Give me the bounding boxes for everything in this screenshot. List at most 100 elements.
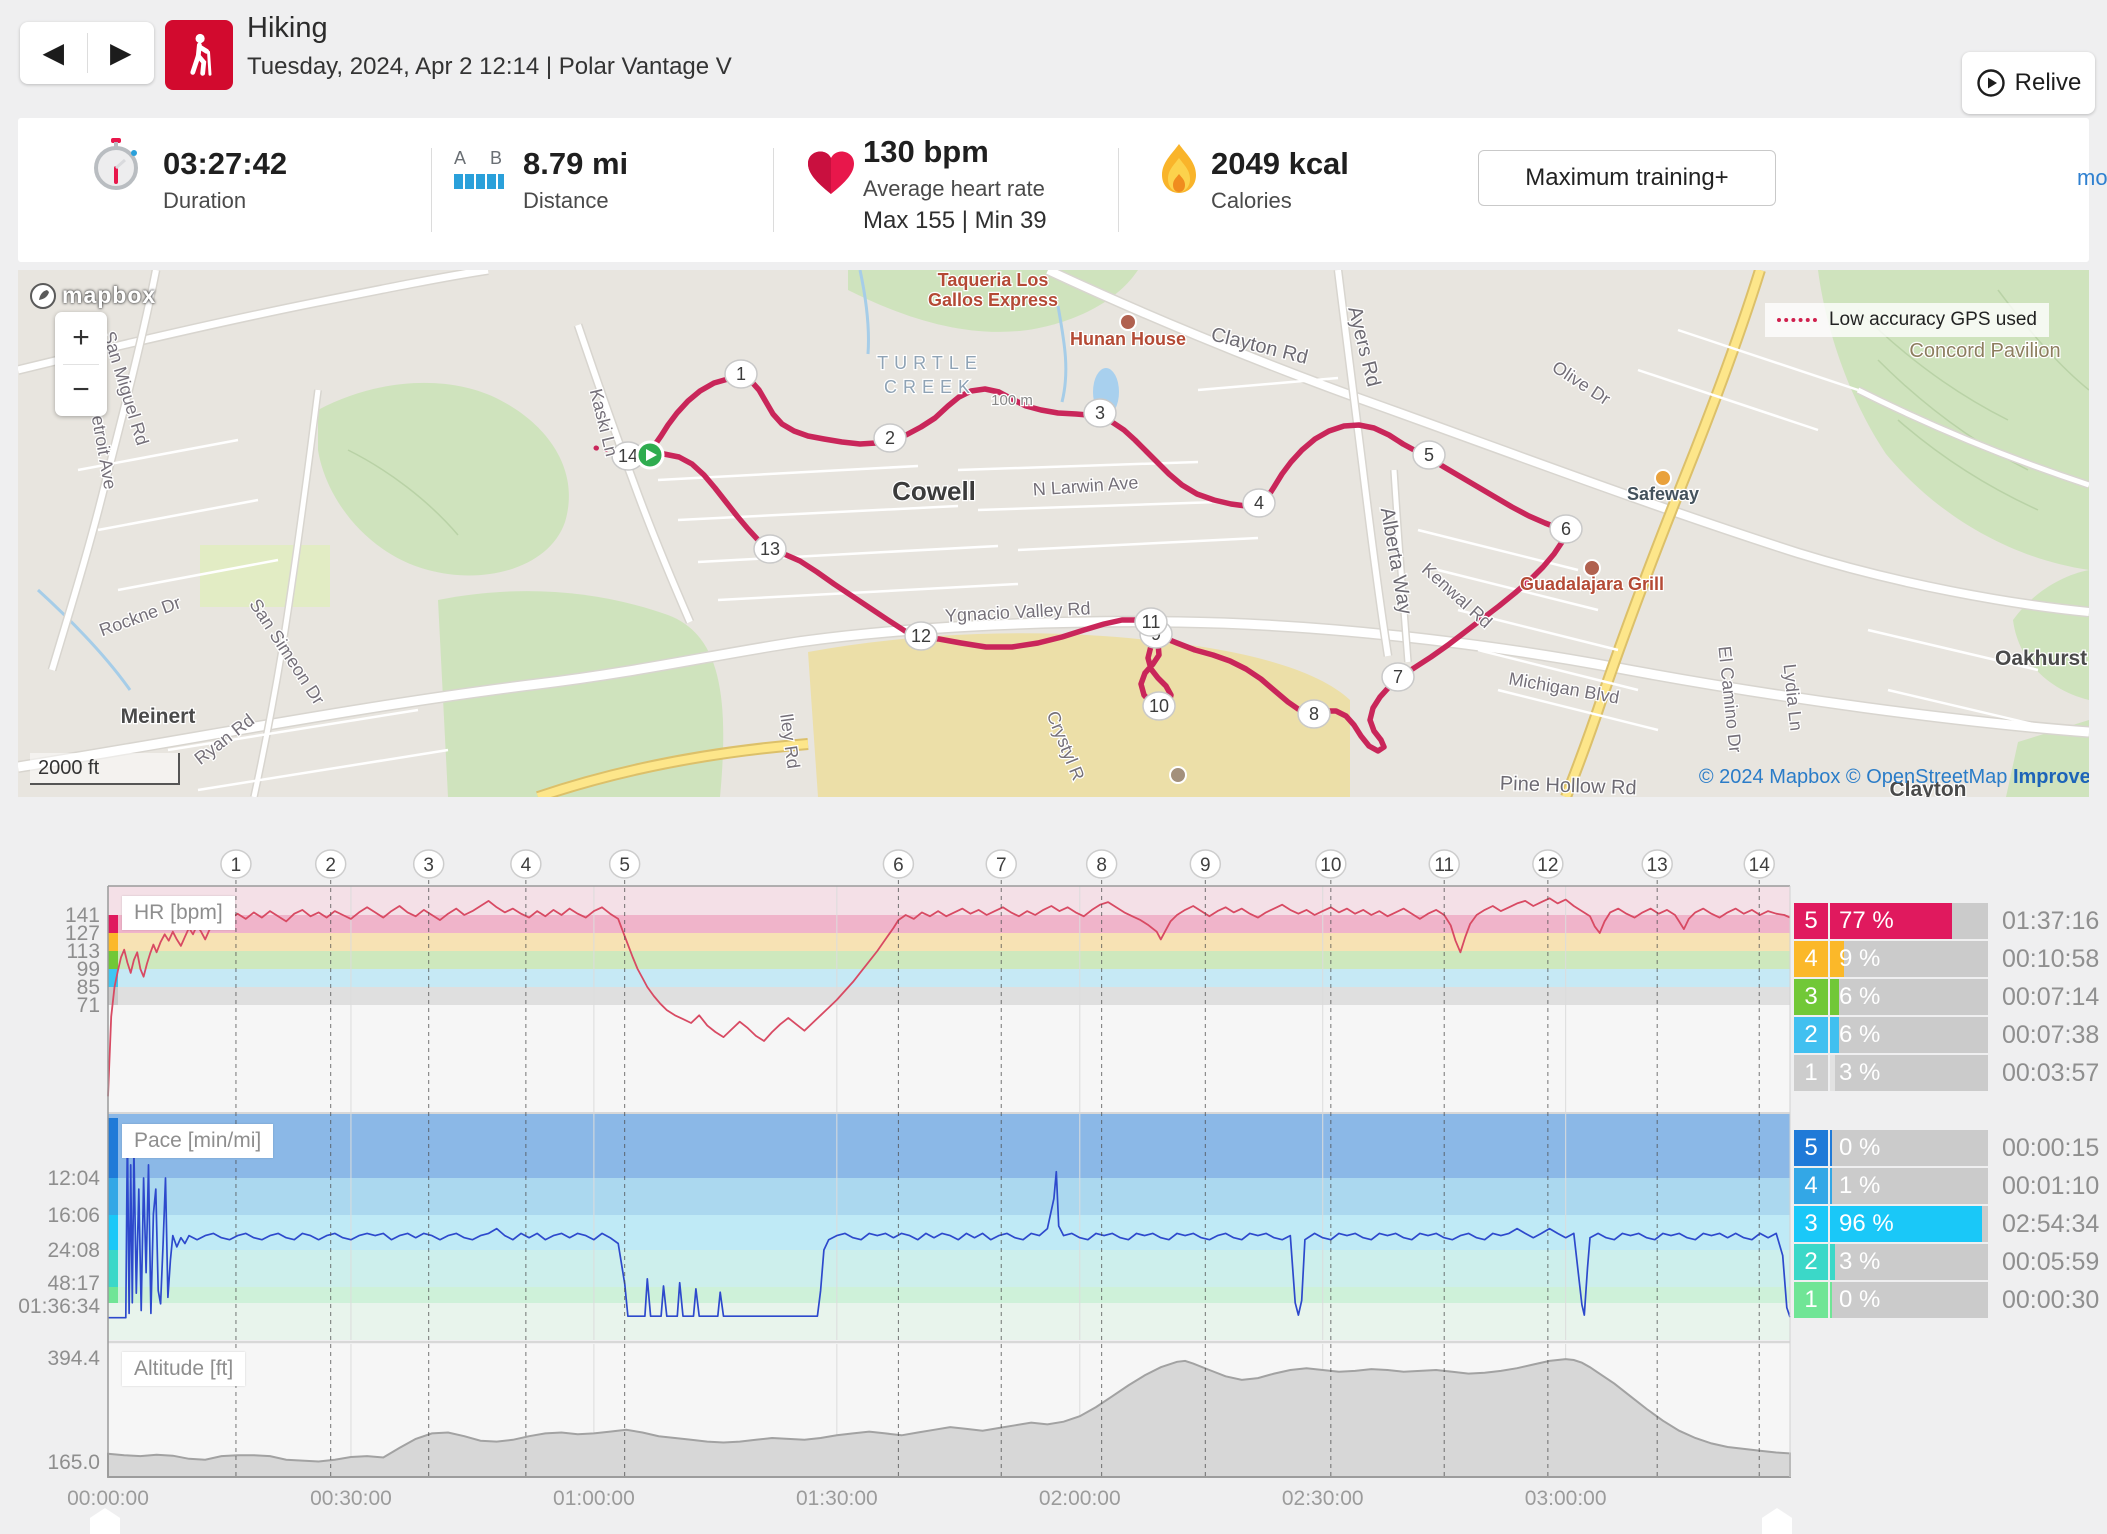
mapbox-logo[interactable]: mapbox <box>30 282 156 309</box>
zoom-out-button[interactable]: − <box>72 373 90 407</box>
altitude-axis-tick: 394.4 <box>47 1347 100 1370</box>
mile-marker-number: 2 <box>325 855 336 876</box>
minor-road <box>677 504 959 522</box>
map-canvas: 1234567891011121314San Miguel RdDetroit … <box>18 270 2089 797</box>
pace-zone-row: 4 1 % 00:01:10 <box>1794 1168 2106 1204</box>
next-activity-button[interactable]: ▶ <box>109 37 132 68</box>
open-space-area <box>808 633 1350 797</box>
nav-divider <box>86 33 88 73</box>
map-label: TURTLE <box>877 353 983 373</box>
stats-divider <box>1118 148 1119 232</box>
stats-divider <box>431 148 432 232</box>
mile-marker <box>1428 849 1460 879</box>
hr-zone-number: 2 <box>1794 1017 1828 1053</box>
heart-rate-minmax: Max 155 | Min 39 <box>863 207 1047 234</box>
duration-label: Duration <box>163 188 247 213</box>
calories-value: 2049 kcal <box>1211 146 1349 181</box>
hr-zone-percent: 77 % <box>1839 907 1894 934</box>
map-mile-marker <box>1381 662 1415 692</box>
prev-activity-button[interactable]: ◀ <box>42 37 65 68</box>
pace-zone-bar: 96 % <box>1830 1206 1988 1242</box>
mile-marker-number: 10 <box>1320 855 1341 876</box>
map-label: Cowell <box>892 476 976 506</box>
improve-map-link[interactable]: Improve t <box>2012 766 2089 788</box>
pace-zone-time: 00:00:30 <box>2002 1285 2100 1314</box>
map-mile-marker-number: 3 <box>1095 403 1105 423</box>
map-mile-marker <box>1142 691 1176 721</box>
minor-road <box>1417 528 1579 572</box>
pace-zone-row: 1 0 % 00:00:30 <box>1794 1282 2106 1318</box>
minor-road <box>1497 688 1659 732</box>
map-label: CREEK <box>884 377 976 397</box>
mile-marker-number: 3 <box>423 855 434 876</box>
park-area <box>1818 270 2089 570</box>
hr-zone-row: 5 77 % 01:37:16 <box>1794 903 2106 939</box>
mile-marker-number: 12 <box>1537 855 1558 876</box>
pace-chart-label: Pace [min/mi] <box>122 1124 274 1158</box>
pace-zone-number: 4 <box>1794 1168 1828 1204</box>
shopping-cart-icon <box>1654 469 1672 487</box>
page-title: Hiking <box>247 12 328 44</box>
pace-zone-time: 02:54:34 <box>2002 1209 2100 1238</box>
hr-zone-percent: 9 % <box>1839 945 1881 972</box>
hr-zone-number: 5 <box>1794 903 1828 939</box>
road <box>575 324 693 624</box>
heart-rate-label: Average heart rate <box>863 176 1045 201</box>
mile-marker-number: 14 <box>1749 855 1771 876</box>
route-b-label: B <box>490 148 503 168</box>
map-label: Taqueria Los <box>938 270 1049 290</box>
minor-road <box>1637 368 1819 432</box>
map-label: Oakhurst Co <box>1995 647 2089 670</box>
zoom-in-button[interactable]: + <box>72 320 90 354</box>
hr-zones-table: 5 77 % 01:37:16 4 9 % 00:10:58 3 6 % 00:07:14 2 6 … <box>1794 903 2106 1093</box>
time-axis-label: 00:30:00 <box>310 1487 392 1510</box>
contour-line <box>1897 419 2039 511</box>
pace-axis-tick: 01:36:34 <box>18 1295 100 1318</box>
hr-zone-band <box>108 987 1790 1005</box>
pace-zone-percent: 3 % <box>1839 1248 1881 1275</box>
map-mile-marker-number: 7 <box>1393 667 1403 687</box>
play-icon <box>646 449 657 461</box>
mile-marker <box>882 849 915 879</box>
mile-marker <box>220 849 252 879</box>
pace-zone-bar: 1 % <box>1830 1168 1988 1204</box>
route-map[interactable]: 1234567891011121314San Miguel RdDetroit … <box>18 270 2089 797</box>
map-mile-marker <box>1134 607 1168 637</box>
hr-zone-bar: 6 % <box>1830 1017 1988 1053</box>
more-link[interactable]: mo <box>2077 165 2107 190</box>
mile-marker-number: 1 <box>231 855 242 876</box>
creek <box>36 588 132 691</box>
map-mile-marker <box>724 359 758 389</box>
hr-zone-band <box>108 951 1790 969</box>
hr-zone-bar: 3 % <box>1830 1055 1988 1091</box>
relive-button[interactable]: Relive <box>1962 52 2095 114</box>
hr-zone-number: 4 <box>1794 941 1828 977</box>
hr-zone-number: 3 <box>1794 979 1828 1015</box>
hr-zone-row: 3 6 % 00:07:14 <box>1794 979 2106 1015</box>
pace-zone-band <box>108 1287 1790 1303</box>
map-label: Concord Pavilion <box>1909 340 2060 362</box>
mile-marker <box>1641 849 1673 879</box>
major-road <box>1562 270 1764 797</box>
map-label: Safeway <box>1627 484 1699 504</box>
hr-plot[interactable] <box>108 886 1790 1112</box>
pace-zone-swatch <box>108 1215 118 1250</box>
charts-canvas[interactable]: 1 2 3 4 5 6 7 8 9 10 11 12 13 1414112711399857112:041… <box>0 810 2107 1534</box>
pace-zone-bar: 3 % <box>1830 1244 1988 1280</box>
hr-zone-time: 00:07:38 <box>2002 1020 2100 1049</box>
hr-zone-percent: 6 % <box>1839 983 1881 1010</box>
calories-label: Calories <box>1211 188 1292 213</box>
pace-zone-percent: 0 % <box>1839 1134 1881 1161</box>
mile-marker <box>1532 849 1564 879</box>
minor-road <box>97 498 259 532</box>
minor-road <box>1867 628 2039 672</box>
time-axis-label: 01:00:00 <box>553 1487 635 1510</box>
training-benefit-button[interactable]: Maximum training+ <box>1478 150 1776 206</box>
activity-nav: ◀ ▶ <box>20 22 154 84</box>
mile-marker-number: 13 <box>1647 855 1668 876</box>
road <box>1046 270 2089 616</box>
hr-zone-swatch <box>108 969 118 987</box>
hr-zone-fill <box>1830 1055 1835 1091</box>
pace-axis-tick: 48:17 <box>47 1272 100 1295</box>
